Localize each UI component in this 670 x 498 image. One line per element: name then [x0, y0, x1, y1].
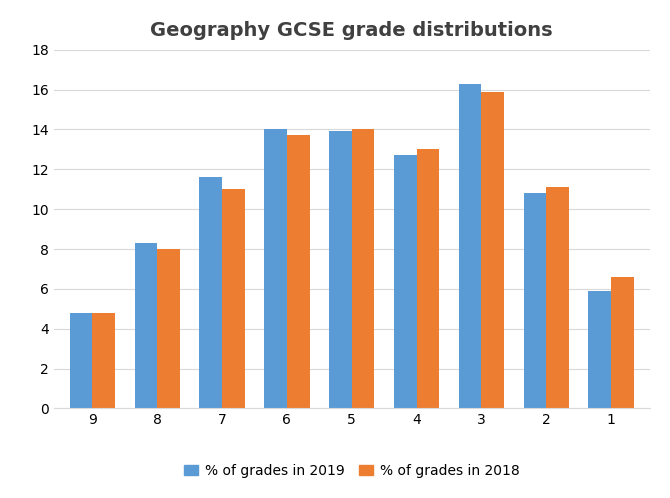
Bar	[157, 249, 180, 408]
Bar	[611, 277, 634, 408]
Bar	[459, 84, 481, 408]
Bar	[70, 313, 92, 408]
Bar	[417, 149, 440, 408]
Bar	[546, 187, 569, 408]
Bar	[200, 177, 222, 408]
Bar	[352, 129, 375, 408]
Bar	[588, 291, 611, 408]
Bar	[329, 131, 352, 408]
Bar	[481, 92, 504, 408]
Title: Geography GCSE grade distributions: Geography GCSE grade distributions	[151, 21, 553, 40]
Bar	[287, 135, 310, 408]
Bar	[394, 155, 417, 408]
Bar	[264, 129, 287, 408]
Bar	[222, 189, 245, 408]
Bar	[135, 243, 157, 408]
Bar	[92, 313, 115, 408]
Legend: % of grades in 2019, % of grades in 2018: % of grades in 2019, % of grades in 2018	[179, 458, 525, 484]
Bar	[523, 193, 546, 408]
